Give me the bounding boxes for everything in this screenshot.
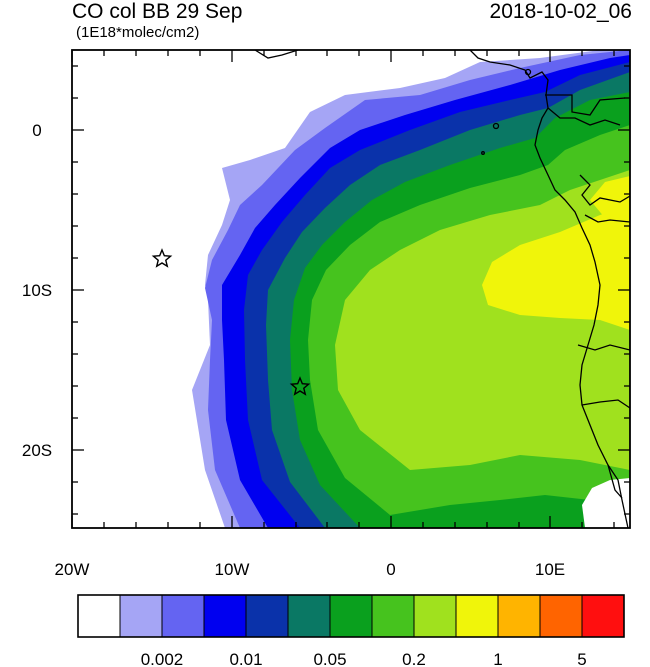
colorbar-swatch bbox=[119, 594, 163, 638]
units-label: (1E18*molec/cm2) bbox=[76, 24, 200, 41]
colorbar-swatch bbox=[287, 594, 331, 638]
colorbar-swatch bbox=[371, 594, 415, 638]
colorbar-label: 0.002 bbox=[141, 650, 184, 667]
colorbar-frame bbox=[77, 594, 625, 638]
colorbar-swatch bbox=[161, 594, 205, 638]
colorbar-swatch bbox=[245, 594, 289, 638]
colorbar-swatch bbox=[413, 594, 457, 638]
colorbar-swatch bbox=[455, 594, 499, 638]
colorbar-label: 0.2 bbox=[402, 650, 426, 667]
star-markers bbox=[151, 248, 311, 396]
co-field bbox=[72, 50, 630, 528]
colorbar-swatch bbox=[203, 594, 247, 638]
colorbar-swatch bbox=[329, 594, 373, 638]
star-marker-1 bbox=[151, 248, 173, 268]
star-marker-2 bbox=[289, 376, 311, 396]
map-title: CO col BB 29 Sep bbox=[72, 0, 243, 23]
map-timestamp: 2018-10-02_06 bbox=[489, 0, 632, 23]
axis-ticks bbox=[71, 50, 630, 528]
colorbar-swatch bbox=[581, 594, 625, 638]
x-tick-label: 10E bbox=[535, 560, 565, 579]
x-tick-label: 20W bbox=[55, 560, 90, 579]
colorbar-label: 5 bbox=[577, 650, 586, 667]
colorbar-swatch bbox=[539, 594, 583, 638]
x-tick-label: 10W bbox=[215, 560, 250, 579]
plot-frame bbox=[71, 49, 631, 529]
y-tick-label: 10S bbox=[22, 281, 52, 300]
coastline bbox=[254, 50, 630, 528]
colorbar bbox=[77, 594, 625, 638]
colorbar-label: 0.01 bbox=[229, 650, 262, 667]
colorbar-swatch bbox=[77, 594, 121, 638]
y-tick-label: 0 bbox=[32, 121, 41, 140]
colorbar-swatch bbox=[497, 594, 541, 638]
colorbar-label: 0.05 bbox=[313, 650, 346, 667]
colorbar-label: 1 bbox=[493, 650, 502, 667]
y-tick-label: 20S bbox=[22, 441, 52, 460]
x-tick-label: 0 bbox=[386, 560, 395, 579]
